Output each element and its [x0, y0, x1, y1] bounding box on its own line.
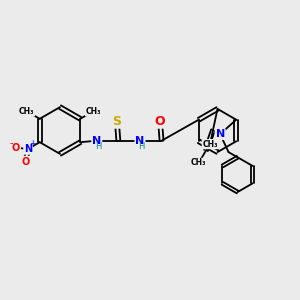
Text: O: O	[155, 115, 165, 128]
Text: N: N	[24, 144, 32, 154]
Text: N: N	[92, 136, 101, 146]
Text: O: O	[22, 157, 30, 166]
Text: -: -	[10, 138, 13, 148]
Text: O: O	[12, 143, 20, 153]
Text: N: N	[215, 129, 225, 139]
Text: +: +	[29, 139, 35, 148]
Text: CH₃: CH₃	[19, 107, 34, 116]
Text: H: H	[138, 142, 144, 151]
Text: S: S	[112, 115, 122, 128]
Text: H: H	[95, 142, 101, 151]
Text: CH₃: CH₃	[202, 140, 218, 148]
Text: CH₃: CH₃	[85, 107, 101, 116]
Text: CH₃: CH₃	[191, 158, 206, 167]
Text: N: N	[135, 136, 145, 146]
